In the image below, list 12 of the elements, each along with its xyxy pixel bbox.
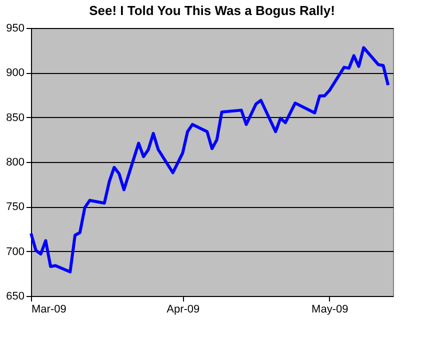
y-tick-label: 950	[6, 22, 24, 34]
y-tick-label: 650	[6, 290, 24, 302]
x-tick-label: May-09	[312, 304, 348, 316]
y-tick-label: 750	[6, 201, 24, 214]
x-tick-label: Mar-09	[32, 304, 66, 316]
y-tick-label: 800	[6, 156, 24, 168]
y-tick-label: 900	[6, 67, 24, 80]
chart-title: See! I Told You This Was a Bogus Rally!	[89, 3, 335, 18]
y-tick-label: 850	[6, 112, 24, 124]
y-tick-label: 700	[6, 246, 24, 258]
line-series	[30, 46, 390, 274]
x-tick-label: Apr-09	[166, 304, 200, 316]
